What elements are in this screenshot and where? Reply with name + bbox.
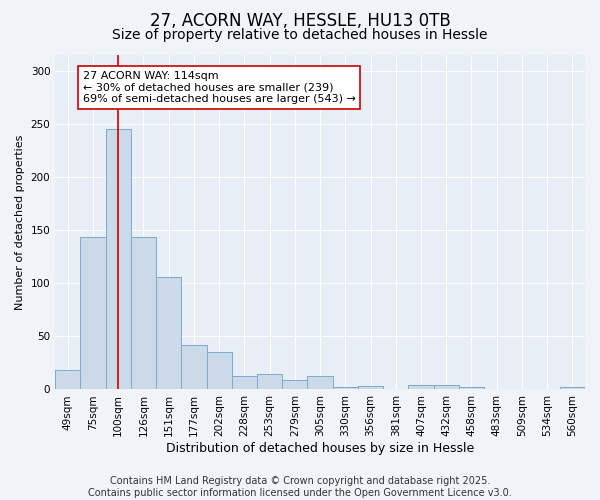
- Bar: [257, 374, 282, 390]
- Bar: [282, 380, 307, 390]
- Bar: [181, 345, 206, 390]
- Bar: [332, 388, 358, 390]
- Bar: [560, 388, 585, 390]
- Bar: [131, 236, 156, 390]
- Bar: [80, 236, 106, 390]
- Text: Contains HM Land Registry data © Crown copyright and database right 2025.
Contai: Contains HM Land Registry data © Crown c…: [88, 476, 512, 498]
- Bar: [232, 376, 257, 390]
- Text: 27, ACORN WAY, HESSLE, HU13 0TB: 27, ACORN WAY, HESSLE, HU13 0TB: [149, 12, 451, 30]
- Y-axis label: Number of detached properties: Number of detached properties: [15, 134, 25, 310]
- Bar: [434, 385, 459, 390]
- Bar: [307, 376, 332, 390]
- Bar: [358, 386, 383, 390]
- Text: Size of property relative to detached houses in Hessle: Size of property relative to detached ho…: [112, 28, 488, 42]
- Bar: [206, 352, 232, 390]
- X-axis label: Distribution of detached houses by size in Hessle: Distribution of detached houses by size …: [166, 442, 474, 455]
- Bar: [55, 370, 80, 390]
- Bar: [156, 277, 181, 390]
- Text: 27 ACORN WAY: 114sqm
← 30% of detached houses are smaller (239)
69% of semi-deta: 27 ACORN WAY: 114sqm ← 30% of detached h…: [83, 71, 356, 104]
- Bar: [459, 388, 484, 390]
- Bar: [409, 385, 434, 390]
- Bar: [106, 130, 131, 390]
